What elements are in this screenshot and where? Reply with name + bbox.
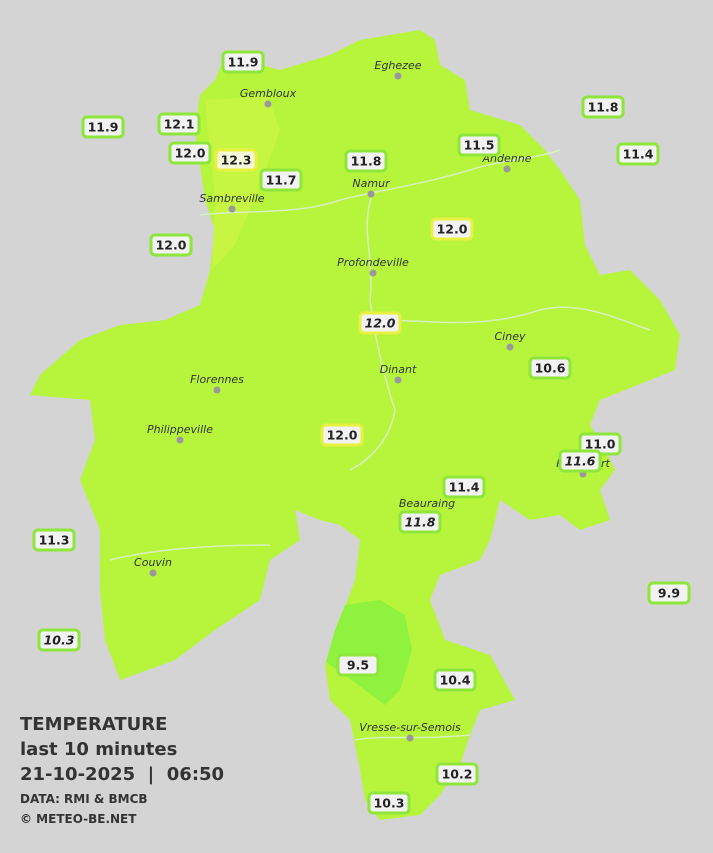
town-dot [506, 343, 514, 351]
town-dot [149, 569, 157, 577]
station-box [37, 628, 81, 652]
station-value: 12.0 [437, 222, 468, 237]
station-value: 11.5 [464, 138, 495, 153]
town-label: Namur [352, 177, 391, 190]
town-dot [264, 100, 272, 108]
town-label: Gembloux [240, 87, 297, 100]
town-dot [176, 436, 184, 444]
town-label: Eghezee [375, 59, 422, 72]
town-label: Beauraing [399, 497, 455, 510]
station-value: 10.3 [44, 633, 75, 648]
station-box [214, 148, 258, 172]
station-value: 10.3 [374, 796, 405, 811]
station-value: 10.4 [440, 673, 471, 688]
warm-zone [205, 96, 280, 270]
station-value: 11.9 [88, 120, 119, 135]
station-box [320, 423, 364, 447]
station-box [435, 762, 479, 786]
town-dot [406, 734, 414, 742]
town-label: Couvin [134, 556, 172, 569]
rivers [109, 149, 651, 741]
station-value: 10.6 [535, 361, 566, 376]
station-value: 9.5 [347, 658, 369, 673]
station-box [221, 50, 265, 74]
town-label: Dinant [380, 363, 417, 376]
town-dot [367, 190, 375, 198]
station-value: 10.2 [442, 767, 473, 782]
town-label: Sambreville [199, 192, 264, 205]
station-value: 12.3 [221, 153, 252, 168]
station-value: 11.4 [623, 147, 654, 162]
town-dot [394, 376, 402, 384]
station-box [647, 581, 691, 605]
legend-title: TEMPERATURE [20, 714, 167, 735]
town-label: Ciney [495, 330, 526, 343]
station-box [32, 528, 76, 552]
town-label: Florennes [190, 373, 244, 386]
town-label: Vresse-sur-Semois [359, 721, 461, 734]
station-box [433, 668, 477, 692]
station-value: 11.8 [351, 154, 382, 169]
station-value: 9.9 [658, 586, 680, 601]
station-box [367, 791, 411, 815]
station-box [81, 115, 125, 139]
legend-subtitle: last 10 minutes [20, 739, 177, 760]
station-value: 12.0 [156, 238, 187, 253]
station-box [457, 133, 501, 157]
station-value: 11.6 [565, 454, 596, 469]
station-box [344, 149, 388, 173]
station-box [168, 141, 212, 165]
town-label: Philippeville [147, 423, 213, 436]
station-box [336, 653, 380, 677]
town-dot [394, 72, 402, 80]
town-label: Profondeville [337, 256, 409, 269]
station-box [358, 311, 402, 335]
town-dot [213, 386, 221, 394]
station-value: 11.8 [405, 515, 436, 530]
station-box [616, 142, 660, 166]
station-box [442, 475, 486, 499]
station-box [398, 510, 442, 534]
legend-source: DATA: RMI & BMCB [20, 792, 148, 806]
station-box [528, 356, 572, 380]
station-box [581, 95, 625, 119]
station-value: 11.0 [585, 437, 616, 452]
station-value: 12.0 [327, 428, 358, 443]
station-value: 11.4 [449, 480, 480, 495]
station-box [157, 112, 201, 136]
town-dot [503, 165, 511, 173]
station-value: 12.0 [175, 146, 206, 161]
station-value: 12.1 [164, 117, 195, 132]
town-dot [369, 269, 377, 277]
legend-datetime: 21-10-2025 | 06:50 [20, 764, 224, 785]
station-box [149, 233, 193, 257]
station-box [558, 449, 602, 473]
station-value: 11.9 [228, 55, 259, 70]
station-value: 11.7 [266, 173, 297, 188]
station-box [430, 217, 474, 241]
station-box [259, 168, 303, 192]
legend-copyright: © METEO-BE.NET [20, 812, 137, 826]
station-value: 11.8 [588, 100, 619, 115]
station-value: 12.0 [365, 316, 396, 331]
station-value: 11.3 [39, 533, 70, 548]
town-dot [228, 205, 236, 213]
cool-zone [326, 600, 412, 705]
